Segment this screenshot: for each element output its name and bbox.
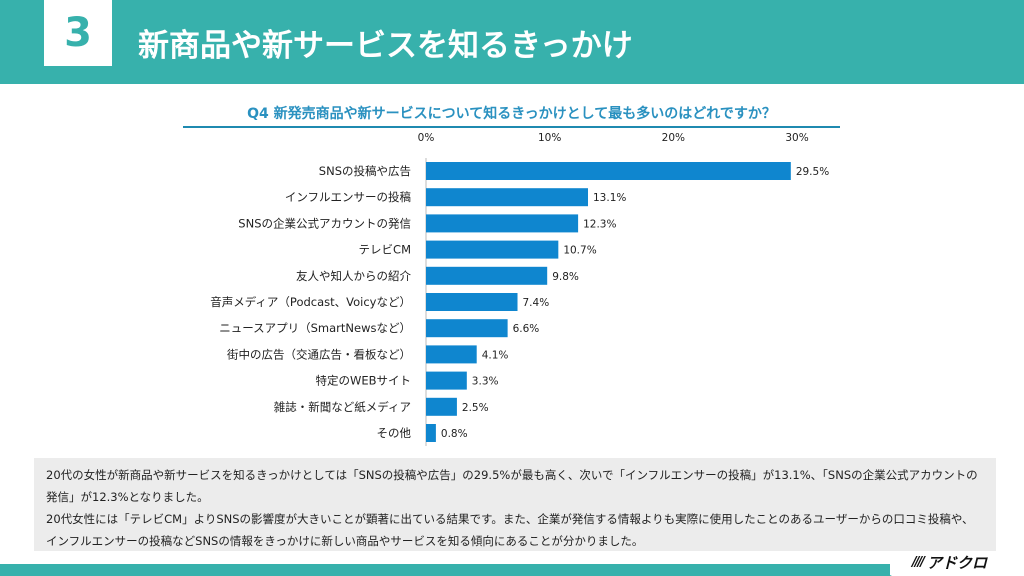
value-label: 29.5% — [796, 166, 829, 178]
value-label: 10.7% — [563, 245, 596, 257]
section-number: 3 — [44, 0, 112, 66]
x-tick-label: 0% — [418, 132, 435, 144]
value-label: 0.8% — [441, 428, 468, 440]
value-label: 4.1% — [482, 349, 509, 361]
bar — [426, 371, 467, 390]
chart-question: Q4 新発売商品や新サービスについて知るきっかけとして最も多いのはどれですか？ — [247, 106, 776, 122]
question-underline — [183, 126, 840, 128]
category-label: 雑誌・新聞など紙メディア — [274, 400, 411, 414]
category-label: SNSの企業公式アカウントの発信 — [238, 216, 411, 230]
bar — [426, 240, 559, 259]
bar — [426, 424, 436, 442]
bar — [426, 319, 508, 338]
bar-chart: 0% 10% 20% 30% SNSの投稿や広告 29.5% インフルエンサーの投稿 13.1… — [210, 132, 829, 446]
category-label: インフルエンサーの投稿 — [285, 190, 411, 204]
bar — [426, 345, 477, 364]
category-label: 友人や知人からの紹介 — [296, 269, 411, 283]
x-tick-label: 10% — [538, 132, 561, 144]
category-label: 音声メディア（Podcast、Voicyなど） — [210, 295, 411, 309]
header-bar: 3 新商品や新サービスを知るきっかけ — [0, 0, 1024, 84]
category-label: SNSの投稿や広告 — [319, 164, 411, 178]
bar — [426, 293, 518, 311]
summary-paragraph-1: 20代の女性が新商品や新サービスを知るきっかけとしては「SNSの投稿や広告」の2… — [46, 468, 978, 504]
value-label: 3.3% — [472, 376, 499, 388]
bar — [426, 397, 457, 416]
footer-bar — [0, 564, 890, 576]
bar — [426, 214, 579, 233]
logo-text: アドクロ — [927, 553, 988, 572]
x-tick-label: 30% — [785, 132, 808, 144]
footer-bar-end — [868, 564, 892, 576]
value-label: 6.6% — [513, 323, 540, 335]
summary-box: 20代の女性が新商品や新サービスを知るきっかけとしては「SNSの投稿や広告」の2… — [34, 458, 996, 551]
value-label: 12.3% — [583, 218, 616, 230]
x-tick-label: 20% — [662, 132, 685, 144]
category-label: テレビCM — [359, 243, 411, 257]
category-label: 特定のWEBサイト — [315, 374, 411, 388]
category-label: その他 — [377, 426, 412, 440]
value-label: 9.8% — [552, 271, 579, 283]
page-title: 新商品や新サービスを知るきっかけ — [138, 28, 633, 64]
value-label: 13.1% — [593, 192, 626, 204]
brand-logo: //// アドクロ — [912, 552, 987, 572]
category-label: ニュースアプリ（SmartNewsなど） — [219, 321, 411, 335]
category-label: 街中の広告（交通広告・看板など） — [227, 347, 411, 361]
bar — [426, 188, 589, 207]
summary-paragraph-2: 20代女性には「テレビCM」よりSNSの影響度が大きいことが顕著に出ている結果で… — [46, 512, 974, 548]
value-label: 7.4% — [523, 297, 550, 309]
logo-stripes-icon: //// — [912, 554, 925, 570]
bar — [426, 162, 791, 180]
bar — [426, 266, 548, 285]
value-label: 2.5% — [462, 402, 489, 414]
